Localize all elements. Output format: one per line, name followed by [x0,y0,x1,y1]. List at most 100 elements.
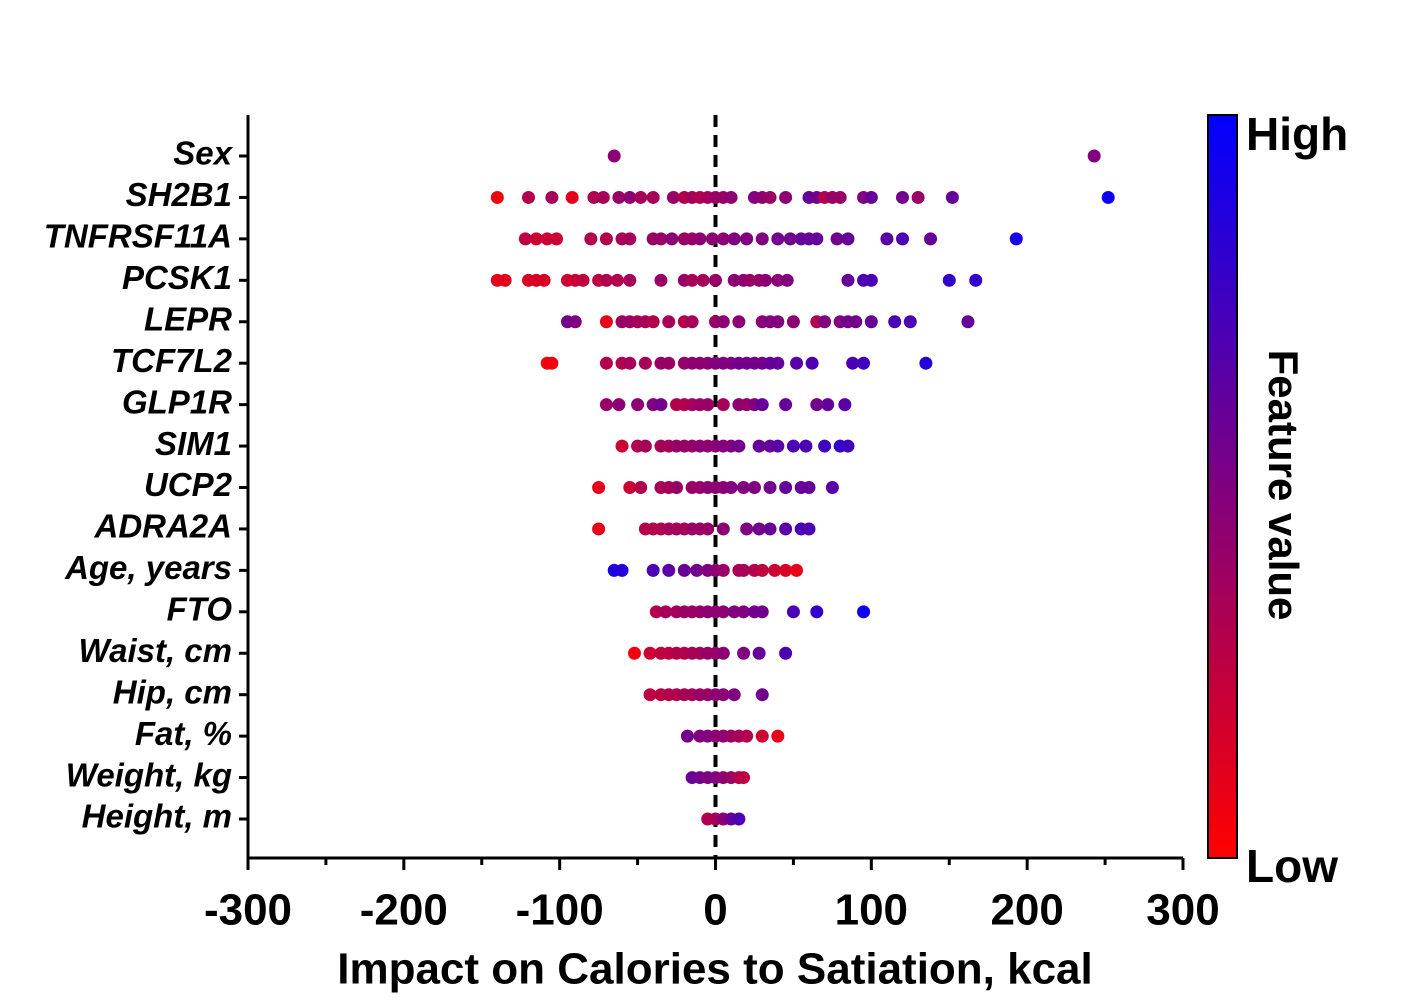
dot [627,646,641,660]
x-tick-label: 200 [990,886,1063,935]
dot [599,232,613,246]
dot [779,190,793,204]
dot [685,273,699,287]
colorbar-title: Feature value [1260,350,1307,621]
dot [727,232,741,246]
dot [743,273,757,287]
dot [755,232,769,246]
dot [568,315,582,329]
dot [716,605,730,619]
dot [825,481,839,494]
dot [771,729,785,743]
dot [896,190,909,204]
dot [545,356,559,370]
dot [818,315,832,329]
dot [737,481,751,494]
dot [737,605,751,619]
dot [537,273,551,287]
dot [666,190,680,204]
dot [724,481,738,494]
dot [654,398,668,412]
y-tick-label: TNFRSF11A [44,218,232,255]
dot [592,481,606,494]
dot [737,563,751,577]
dot [705,232,719,246]
dot [1009,232,1023,246]
dot [740,232,754,246]
dot [599,315,613,329]
dot [612,398,626,412]
x-tick-label: 0 [703,886,727,935]
dot [615,439,629,453]
dot [662,315,676,329]
dot [677,563,691,577]
dot [864,315,878,329]
dot [659,605,673,619]
dot [799,439,813,453]
dot [810,232,824,246]
dot [768,563,782,577]
dot [755,605,769,619]
dot [779,646,793,660]
dot [763,190,777,204]
dot [849,315,863,329]
dot [498,273,512,287]
dot [945,190,959,204]
dot [638,439,652,453]
dot [752,522,766,536]
dot [857,605,871,619]
dot [612,190,626,204]
dot [846,356,860,370]
dot [701,398,715,412]
dot [1087,149,1101,163]
dot [732,439,746,453]
y-tick-label: SH2B1 [126,176,232,213]
dot [654,273,668,287]
x-axis-label: Impact on Calories to Satiation, kcal [337,945,1093,994]
dot [771,315,785,329]
y-tick-label: Fat, % [135,715,232,752]
dot [646,563,660,577]
dot [740,729,754,743]
dot [599,356,613,370]
dot [576,273,590,287]
dot [587,190,601,204]
dot [864,190,878,204]
dot [631,398,645,412]
dot [716,522,730,536]
dot [802,481,816,494]
dot [841,273,855,287]
dot [522,190,535,204]
dot [696,273,710,287]
dot [779,398,793,412]
dot [727,688,741,702]
dot [662,563,676,577]
y-tick-label: Age, years [64,549,232,586]
dot [518,232,532,246]
dot [716,563,730,577]
dot [737,771,751,785]
dot [790,563,804,577]
dot [716,688,730,702]
x-tick-label: 300 [1146,886,1219,935]
dot [649,605,663,619]
colorbar-low: Low [1246,840,1338,892]
dot [864,273,878,287]
dot [740,522,754,536]
dot [716,398,730,412]
dot [665,232,679,246]
dot [634,481,648,494]
y-tick-label: GLP1R [122,383,232,420]
dot [550,232,564,246]
dot [709,273,722,287]
dot [790,356,804,370]
dot [643,688,657,702]
dot [737,646,751,660]
dot [805,356,819,370]
dot [771,356,785,370]
dot [752,439,766,453]
dot [830,232,844,246]
dot [662,356,676,370]
dot [646,190,660,204]
